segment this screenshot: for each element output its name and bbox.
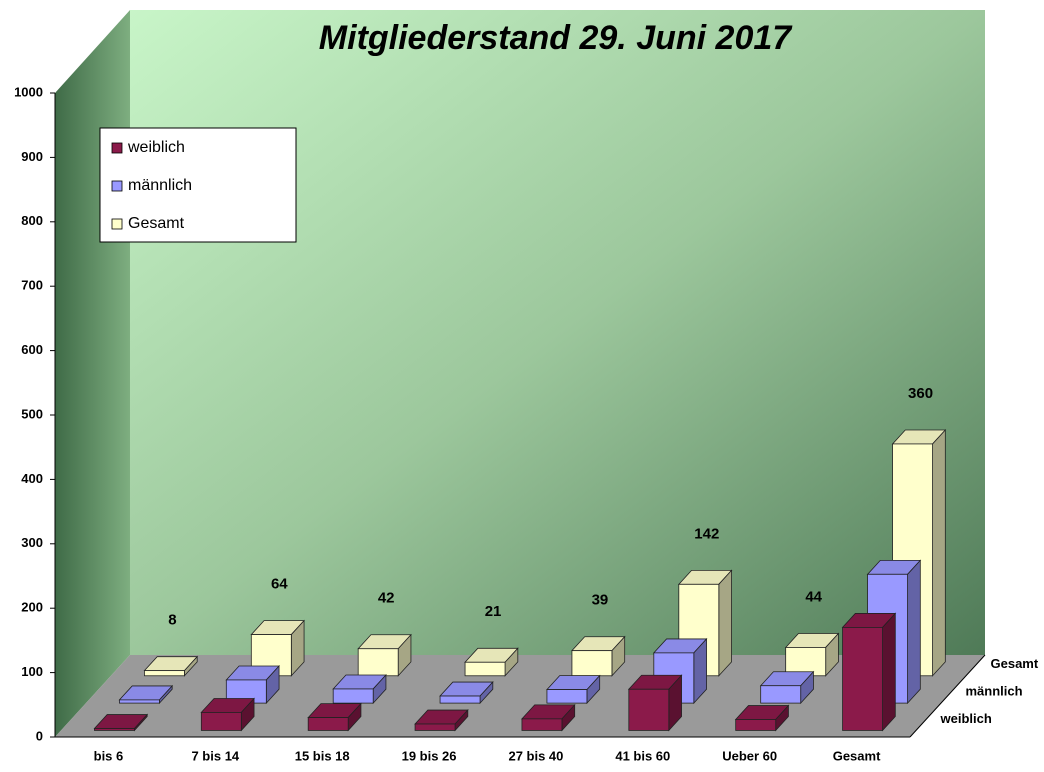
bar-side [907,559,921,705]
bar [144,670,185,677]
bar-side [718,569,732,677]
legend-swatch [111,218,123,230]
y-tick-label: 100 [21,664,43,679]
bar [842,627,883,731]
bar [439,695,481,704]
legend-label: männlich [128,177,192,194]
bar [332,688,374,704]
x-tick-label: Ueber 60 [722,748,777,763]
bar [94,728,135,731]
bar [464,661,506,677]
back-wall [130,10,985,655]
bar [414,723,456,731]
data-label: 142 [694,525,719,542]
x-tick-label: bis 6 [94,748,124,763]
left-wall [55,10,130,737]
y-tick-label: 700 [21,278,43,293]
data-label: 64 [271,576,288,593]
x-tick-label: 41 bis 60 [615,748,670,763]
bar [760,685,802,704]
legend-swatch [111,142,123,154]
bar [571,650,613,677]
data-label: 360 [908,385,933,402]
y-tick-label: 400 [21,471,43,486]
data-label: 8 [168,612,176,629]
x-tick-label: 15 bis 18 [295,748,350,763]
chart-title: Mitgliederstand 29. Juni 2017 [319,19,793,57]
x-tick-label: 7 bis 14 [191,748,239,763]
y-tick-label: 1000 [14,84,43,99]
y-tick-label: 600 [21,342,43,357]
x-tick-label: 27 bis 40 [508,748,563,763]
depth-axis [909,654,986,738]
bar [546,689,588,704]
depth-label: männlich [966,683,1023,698]
y-tick-label: 800 [21,213,43,228]
legend-box [99,127,297,243]
data-label: 42 [378,590,395,607]
bar-side [882,612,896,732]
x-tick-label: 19 bis 26 [402,748,457,763]
bar [628,688,670,731]
data-label: 39 [592,592,609,609]
legend-label: weiblich [127,139,185,156]
y-tick-label: 0 [36,728,43,743]
legend-swatch [111,180,123,192]
bar [735,719,777,731]
bar [200,712,242,731]
depth-label: Gesamt [991,656,1039,671]
bar-side [932,428,946,677]
legend: weiblich männlich Gesamt [99,127,297,243]
data-label: 21 [485,603,502,620]
y-tick-label: 900 [21,149,43,164]
y-tick-label: 300 [21,535,43,550]
bar [521,718,563,731]
bar [357,648,399,677]
bar [307,717,349,731]
data-label: 44 [805,588,822,605]
y-tick-label: 200 [21,600,43,615]
bar [119,699,160,704]
x-tick-label: Gesamt [833,748,881,763]
depth-label: weiblich [940,711,992,726]
legend-label: Gesamt [128,215,185,232]
y-tick-label: 500 [21,406,43,421]
